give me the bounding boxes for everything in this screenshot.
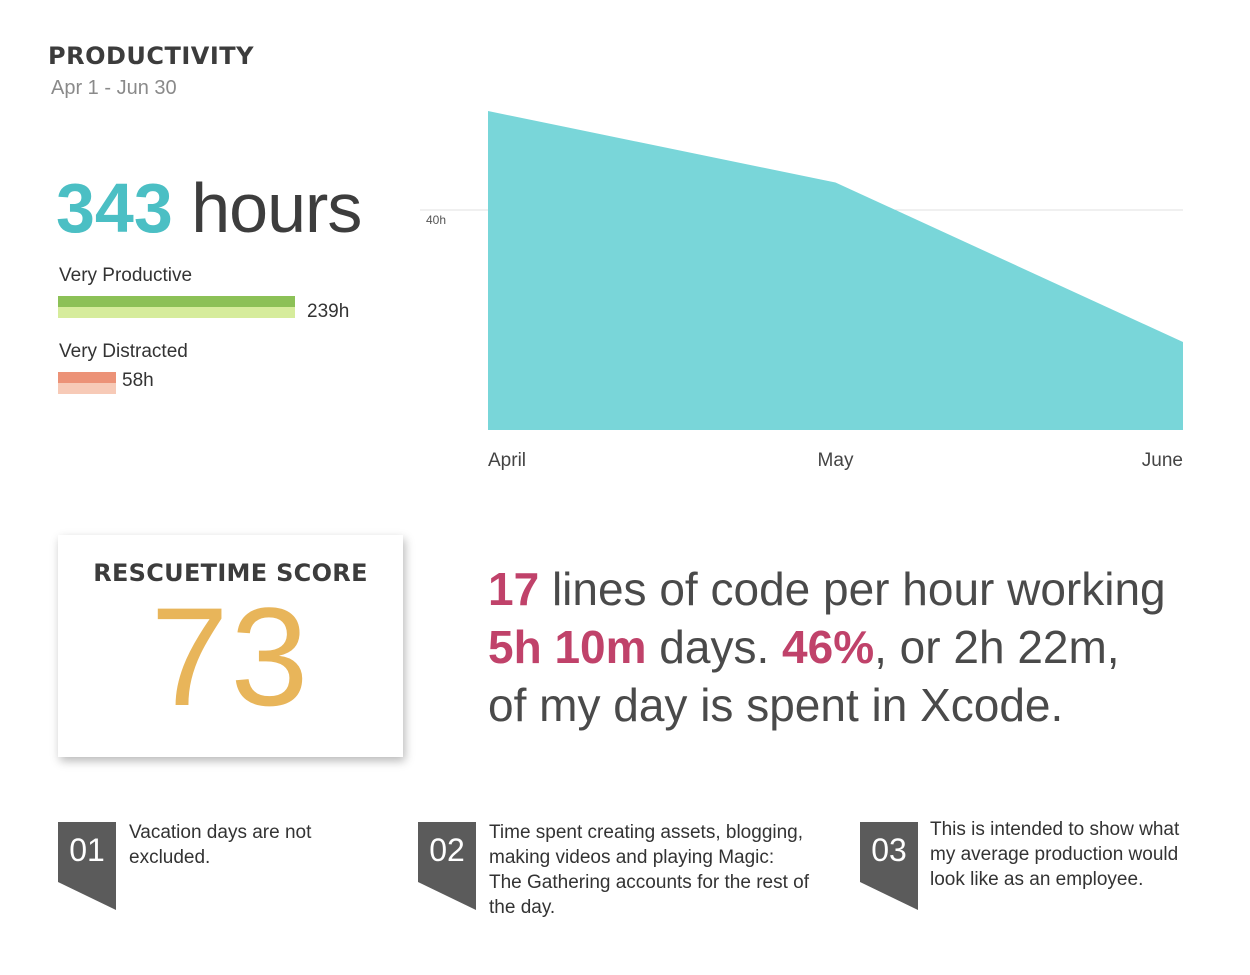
very-distracted-bar: [58, 372, 116, 394]
statement-line-3: of my day is spent in Xcode.: [488, 679, 1064, 731]
total-hours-number: 343: [56, 169, 173, 247]
lines-per-hour: 17: [488, 563, 540, 615]
very-distracted-bar-top: [58, 372, 116, 383]
date-range: Apr 1 - Jun 30: [51, 77, 177, 99]
statement-text: , or 2h 22m,: [874, 621, 1120, 673]
xcode-percent: 46%: [782, 621, 875, 673]
x-tick-label: May: [818, 450, 854, 471]
note-number: 01: [69, 832, 105, 868]
note-text: Vacation days are not excluded.: [129, 822, 312, 868]
page-title: PRODUCTIVITY: [48, 42, 255, 70]
score-title: RESCUETIME SCORE: [93, 559, 368, 587]
total-hours-unit: hours: [172, 169, 362, 247]
statement: 17 lines of code per hour working 5h 10m…: [488, 560, 1208, 734]
x-tick-label: April: [488, 450, 526, 471]
very-productive-bar-top: [58, 296, 295, 307]
note-badge-01: 01: [58, 822, 116, 910]
note-number: 02: [429, 832, 465, 868]
productivity-area-chart: 40h April May June: [420, 111, 1183, 471]
very-productive-value: 239h: [307, 301, 350, 322]
badge-ribbon-icon: [860, 822, 918, 910]
statement-text: lines of code per hour working: [539, 563, 1166, 615]
very-productive-label: Very Productive: [59, 265, 193, 286]
note-text: This is intended to show what my average…: [930, 819, 1180, 890]
note-text: Time spent creating assets, blogging, ma…: [489, 822, 810, 918]
very-distracted-value: 58h: [122, 370, 154, 391]
statement-text: days.: [646, 621, 783, 673]
very-productive-bar: [58, 296, 295, 318]
very-productive-bar-bottom: [58, 307, 295, 318]
statement-line-1: 17 lines of code per hour working: [488, 560, 1208, 618]
note-number: 03: [871, 832, 907, 868]
note-badge-02: 02: [418, 822, 476, 910]
x-tick-label: June: [1142, 450, 1183, 471]
statement-line-2: 5h 10m days. 46%, or 2h 22m,: [488, 618, 1208, 676]
score-value: 73: [150, 578, 311, 735]
badge-ribbon-icon: [418, 822, 476, 910]
reference-line-label: 40h: [426, 213, 446, 227]
workday-length: 5h 10m: [488, 621, 647, 673]
very-distracted-bar-bottom: [58, 383, 116, 394]
total-hours: 343 hours: [56, 168, 362, 248]
note-badge-03: 03: [860, 822, 918, 910]
very-distracted-label: Very Distracted: [59, 341, 188, 362]
badge-ribbon-icon: [58, 822, 116, 910]
area-series: [488, 111, 1183, 430]
score-card: RESCUETIME SCORE 73: [58, 535, 403, 757]
